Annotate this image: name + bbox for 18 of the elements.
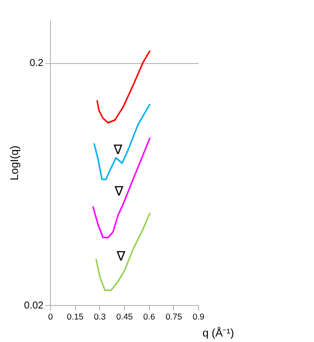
- x-tick-label: 0: [48, 312, 54, 322]
- annotation: ∇: [116, 250, 126, 265]
- line-series: [93, 103, 151, 180]
- x-tick-label: 0.45: [116, 312, 134, 322]
- y-axis-title: LogI(q): [9, 146, 22, 180]
- x-axis-title: q (Å⁻¹): [202, 326, 234, 340]
- annotation: ∇: [114, 184, 124, 200]
- x-tick-label: 0.3: [94, 312, 106, 322]
- line-series: [92, 136, 151, 238]
- annotation: ∇: [112, 143, 123, 158]
- x-tick-label: 0.15: [66, 312, 84, 322]
- x-tick-label: 0.75: [166, 312, 182, 322]
- line-series: [96, 50, 151, 124]
- line-series: [95, 212, 151, 292]
- x-tick-label: 0.9: [192, 312, 205, 322]
- y-tick-label: 0.2: [30, 58, 44, 70]
- y-tick-label: 0.02: [24, 300, 44, 312]
- x-tick-label: 0.6: [143, 312, 156, 322]
